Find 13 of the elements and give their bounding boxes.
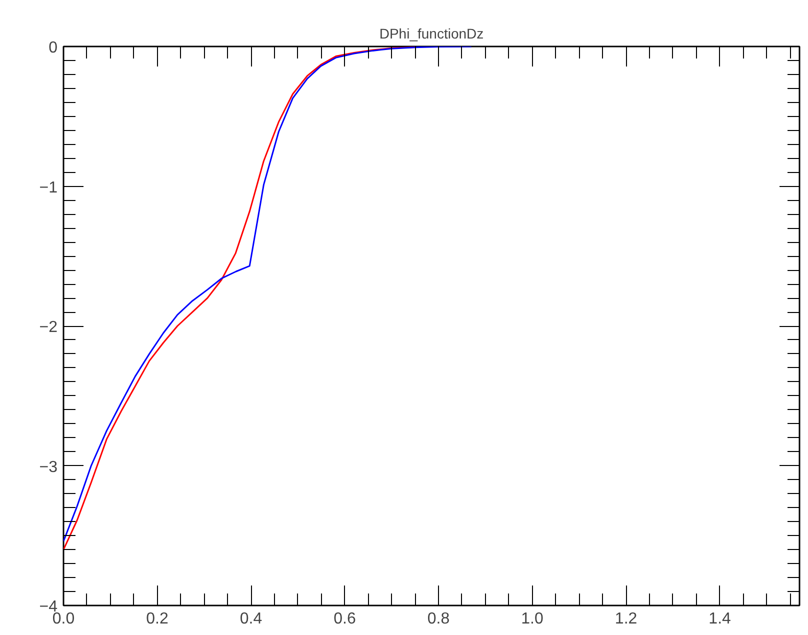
x-tick-label: 1.4 xyxy=(708,610,732,628)
x-tick-label: 0.8 xyxy=(427,610,450,628)
y-tick-label: −3 xyxy=(39,458,58,476)
x-tick-label: 1.2 xyxy=(614,610,638,628)
x-tick-label: 0.0 xyxy=(52,610,75,628)
x-tick-label: 0.2 xyxy=(146,610,168,628)
y-tick-label: −2 xyxy=(39,319,58,336)
y-tick-label: −1 xyxy=(39,179,58,196)
x-tick-label: 0.4 xyxy=(240,610,262,628)
chart-title: DPhi_functionDz xyxy=(379,26,484,42)
y-tick-label: 0 xyxy=(48,40,58,56)
x-tick-label: 1.0 xyxy=(521,610,544,628)
x-tick-label: 0.6 xyxy=(334,610,356,628)
